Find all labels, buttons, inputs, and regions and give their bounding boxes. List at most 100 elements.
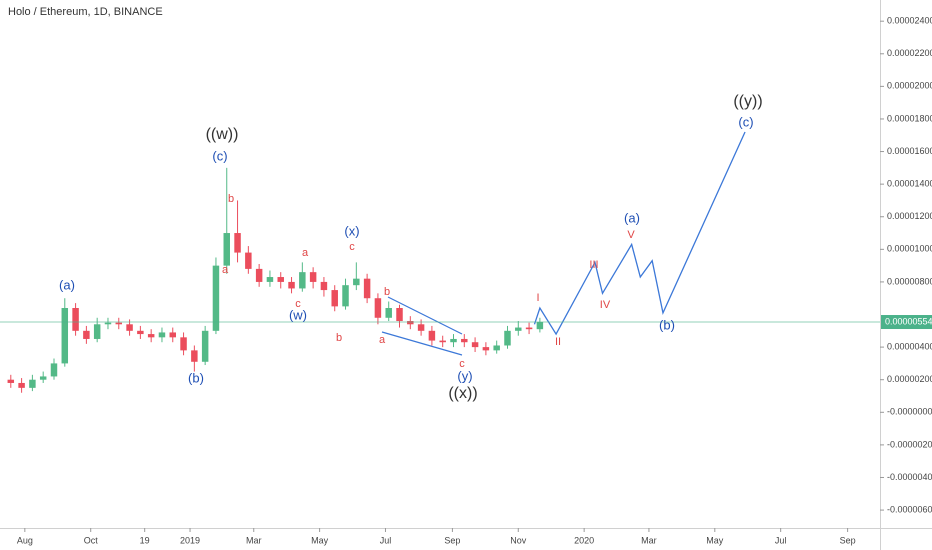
y-tick-label: 0.00000800 <box>887 276 932 286</box>
candle-body <box>223 233 230 266</box>
candle-body <box>515 327 522 331</box>
x-tick-label: Mar <box>641 535 657 545</box>
x-tick-label: Nov <box>510 535 527 545</box>
candle-body <box>104 322 112 325</box>
candle-body <box>331 290 338 307</box>
candle-body <box>115 322 123 325</box>
wave-label: (c) <box>212 148 227 163</box>
wave-label: II <box>555 336 561 348</box>
candle-body <box>266 277 274 282</box>
wave-label: IV <box>600 299 611 311</box>
candle-body <box>72 308 79 331</box>
candle-body <box>504 330 511 346</box>
candle-body <box>234 233 241 253</box>
candle-body <box>158 332 166 338</box>
wave-label: V <box>627 229 635 241</box>
candle-body <box>309 272 317 282</box>
y-tick-label: 0.00000200 <box>887 374 932 384</box>
candle-body <box>320 281 328 291</box>
wave-label: c <box>295 298 301 310</box>
x-tick-label: Jul <box>775 535 787 545</box>
candle-body <box>18 382 25 388</box>
y-tick-label: 0.00001600 <box>887 146 932 156</box>
wave-label: a <box>379 334 386 346</box>
y-tick-label: 0.00000400 <box>887 341 932 351</box>
chart-title: Holo / Ethereum, 1D, BINANCE <box>8 6 163 18</box>
candle-body <box>407 321 414 325</box>
x-tick-label: May <box>311 535 329 545</box>
x-tick-label: Mar <box>246 535 262 545</box>
y-tick-label: 0.00002200 <box>887 48 932 58</box>
y-tick-label: 0.00001000 <box>887 244 932 254</box>
wave-projection <box>533 131 746 336</box>
y-tick-label: 0.00001800 <box>887 113 932 123</box>
wave-label: ((w)) <box>206 126 239 143</box>
wave-label: b <box>336 332 342 344</box>
candle-body <box>417 324 425 331</box>
x-tick-label: Aug <box>17 535 33 545</box>
wave-label: (a) <box>59 277 75 292</box>
candle-body <box>471 342 479 348</box>
candle-body <box>461 338 468 343</box>
wave-label: b <box>384 286 390 298</box>
y-tick-label: -0.00000600 <box>887 504 932 514</box>
wave-label: b <box>228 193 234 205</box>
candle-body <box>255 268 263 282</box>
y-tick-label: 0.00002400 <box>887 16 932 26</box>
y-tick-label: 0.00002000 <box>887 81 932 91</box>
y-tick-label: 0.00001200 <box>887 211 932 221</box>
candle-body <box>428 330 436 341</box>
wave-label: (b) <box>188 370 204 385</box>
candle-body <box>83 330 90 339</box>
wave-label: a <box>222 264 229 276</box>
candle-body <box>536 322 544 330</box>
candle-body <box>385 308 392 318</box>
candle-body <box>374 298 382 318</box>
candle-body <box>212 265 220 331</box>
candle-body <box>93 324 101 339</box>
candle-body <box>353 278 360 286</box>
candle-body <box>342 285 349 307</box>
x-tick-label: Sep <box>840 535 856 545</box>
wave-label: ((y)) <box>733 93 762 110</box>
x-tick-label: May <box>706 535 724 545</box>
x-tick-label: Jul <box>380 535 392 545</box>
y-tick-label: -0.00000400 <box>887 472 932 482</box>
candle-body <box>363 278 371 299</box>
x-tick-label: 2019 <box>180 535 200 545</box>
y-tick-label: 0.00001400 <box>887 179 932 189</box>
triangle <box>381 296 463 356</box>
candle-body <box>450 338 457 343</box>
candle-body <box>29 379 36 388</box>
candle-body <box>191 350 198 362</box>
candle-body <box>61 308 69 364</box>
x-tick-label: Oct <box>84 535 99 545</box>
wave-label: (w) <box>289 307 307 322</box>
wave-label: III <box>589 259 598 271</box>
candle-body <box>7 379 15 383</box>
candle-body <box>288 281 295 289</box>
wave-label: (b) <box>659 317 675 332</box>
candle-body <box>180 337 187 351</box>
candle-body <box>482 347 490 351</box>
candle-body <box>493 345 500 351</box>
wave-label: (x) <box>344 223 359 238</box>
candle-body <box>299 272 306 289</box>
last-price-label: 0.00000554 <box>885 316 932 326</box>
trend-line <box>387 296 463 335</box>
candle-body <box>39 376 47 380</box>
wave-label: I <box>536 292 539 304</box>
wave-label: c <box>349 241 355 253</box>
wave-label: ((x)) <box>448 385 477 402</box>
wave-label: c <box>459 358 465 370</box>
x-tick-label: 2020 <box>574 535 594 545</box>
candle-body <box>525 327 533 330</box>
candle-body <box>147 334 155 338</box>
candle-body <box>245 252 252 269</box>
candle-body <box>169 332 176 338</box>
candle-body <box>50 363 58 377</box>
wave-label: (c) <box>738 114 753 129</box>
trend-line <box>381 331 463 356</box>
